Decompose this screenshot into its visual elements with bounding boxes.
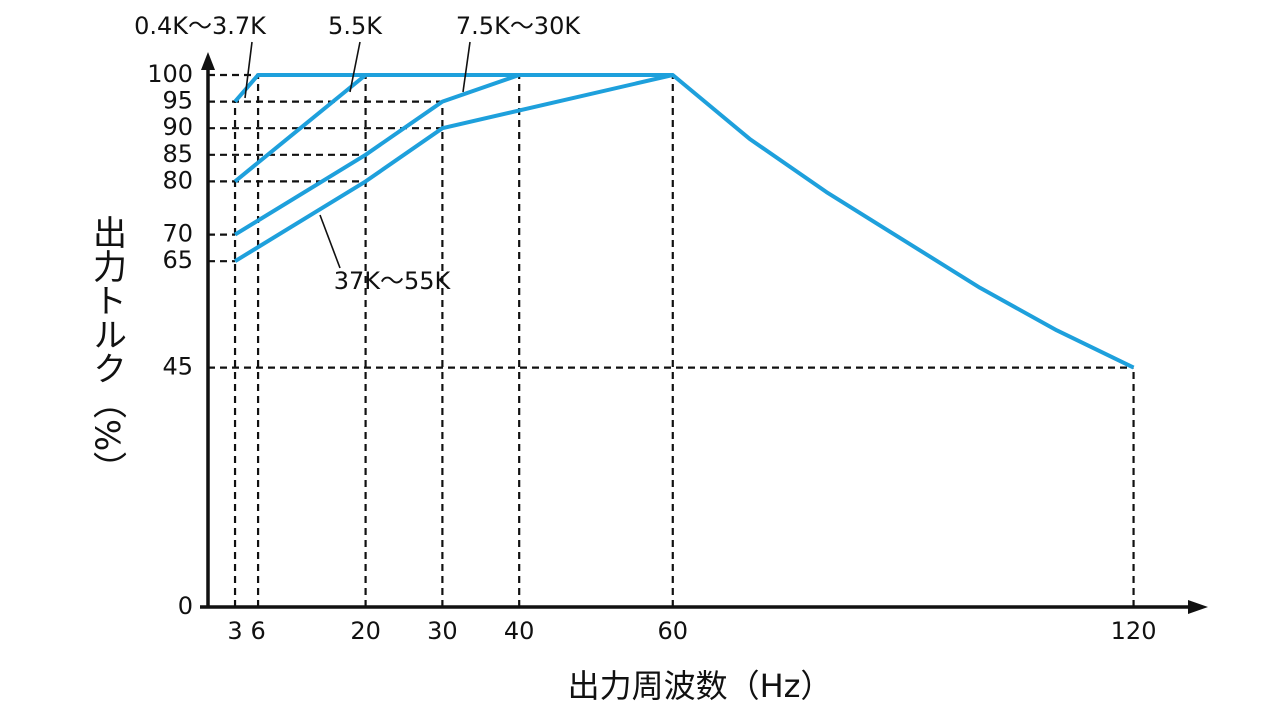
series-line (233, 73, 1135, 370)
series-label: 5.5K (328, 12, 383, 40)
x-axis-arrow (1188, 600, 1208, 614)
annotation-arrow (319, 214, 341, 269)
series-line (233, 73, 674, 263)
series-label: 7.5K～30K (456, 12, 581, 40)
annotation-arrow (349, 41, 361, 93)
y-tick-label: 85 (162, 140, 193, 168)
y-tick-label: 80 (162, 166, 193, 194)
y-tick-label: 70 (162, 220, 193, 248)
y-tick-label: 65 (162, 246, 193, 274)
series-line (233, 73, 367, 183)
y-tick-label: 0 (178, 592, 193, 620)
x-tick-label: 120 (1111, 617, 1157, 645)
x-tick-label: 30 (427, 617, 458, 645)
y-tick-label: 100 (147, 60, 193, 88)
y-tick-label: 90 (162, 113, 193, 141)
y-axis-arrow (201, 52, 215, 70)
y-tick-label: 45 (162, 353, 193, 381)
x-tick-label: 60 (658, 617, 689, 645)
x-tick-label: 40 (504, 617, 535, 645)
series-label: 37K～55K (334, 267, 452, 295)
x-tick-label: 6 (250, 617, 265, 645)
series-label: 0.4K～3.7K (134, 12, 267, 40)
annotation-arrow (462, 41, 471, 93)
x-tick-label: 20 (350, 617, 381, 645)
y-axis-label: 出力トルク（%） (87, 215, 127, 485)
annotation-arrow (244, 41, 253, 99)
y-tick-label: 95 (162, 87, 193, 115)
x-axis-label: 出力周波数（Hz） (568, 667, 833, 705)
x-tick-label: 3 (227, 617, 242, 645)
series-line (233, 73, 520, 237)
